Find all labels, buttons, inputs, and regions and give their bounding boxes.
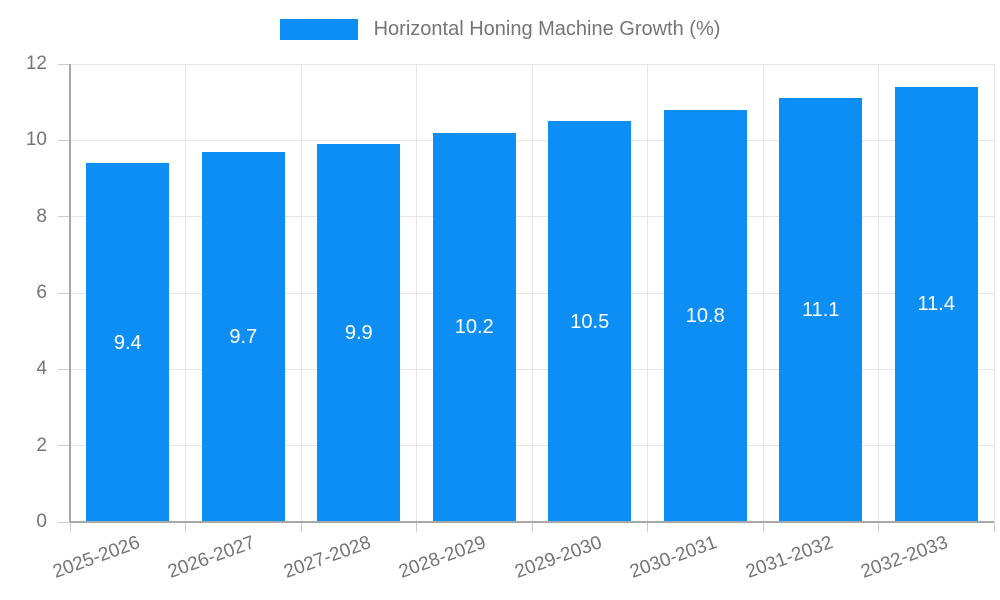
y-tick-mark <box>58 445 70 447</box>
x-gridline <box>762 64 764 522</box>
y-tick-mark <box>58 139 70 141</box>
x-gridline <box>647 64 648 522</box>
x-axis-tick-label: 2027-2028 <box>281 532 374 583</box>
y-tick-mark <box>58 63 70 65</box>
x-tick-mark <box>531 522 533 532</box>
x-gridline <box>993 64 995 522</box>
x-axis-tick-label: 2031-2032 <box>743 532 836 583</box>
y-axis-tick-label: 12 <box>25 53 47 74</box>
x-gridline <box>531 64 533 522</box>
y-axis-line <box>69 64 71 522</box>
y-axis-tick-label: 6 <box>36 282 47 303</box>
y-tick-mark <box>58 368 70 370</box>
y-axis-tick-label: 8 <box>36 205 47 227</box>
x-gridline <box>185 64 186 522</box>
bar-value-label: 10.2 <box>454 316 494 339</box>
bar-2027-2028[interactable] <box>317 144 401 521</box>
x-tick-mark <box>185 522 186 532</box>
x-axis-tick-label: 2030-2031 <box>627 532 721 583</box>
x-axis-tick-label: 2026-2027 <box>165 532 259 583</box>
x-axis-tick-label: 2032-2033 <box>858 532 952 583</box>
x-tick-mark <box>993 522 995 532</box>
y-tick-mark <box>58 292 70 294</box>
bar-value-label: 10.5 <box>570 310 610 333</box>
x-gridline <box>416 64 417 522</box>
bar-value-label: 10.8 <box>685 304 725 327</box>
y-tick-mark <box>58 216 70 218</box>
bar-value-label: 9.9 <box>344 322 373 345</box>
x-tick-mark <box>300 522 302 532</box>
y-axis-tick-label: 0 <box>36 511 47 532</box>
bar-value-label: 11.4 <box>917 293 955 316</box>
x-tick-mark <box>647 522 648 532</box>
bar-2028-2029[interactable] <box>432 132 516 521</box>
y-tick-mark <box>58 521 70 523</box>
y-axis-tick-label: 4 <box>36 358 47 380</box>
y-axis-tick-label: 10 <box>25 129 47 151</box>
bar-value-label: 9.4 <box>113 331 142 354</box>
bar-2031-2032[interactable] <box>779 98 863 521</box>
legend-label: Horizontal Honing Machine Growth (%) <box>373 18 721 40</box>
bar-2030-2031[interactable] <box>663 109 747 521</box>
x-gridline <box>300 64 302 522</box>
x-tick-mark <box>762 522 764 532</box>
x-axis-tick-label: 2029-2030 <box>512 532 605 583</box>
legend-swatch <box>279 19 358 40</box>
x-tick-mark <box>69 522 71 532</box>
bar-value-label: 9.7 <box>229 325 258 348</box>
x-axis-tick-label: 2025-2026 <box>50 532 143 583</box>
bar-2025-2026[interactable] <box>86 163 170 521</box>
x-axis-line <box>70 521 994 523</box>
x-tick-mark <box>416 522 417 532</box>
y-axis-tick-label: 2 <box>36 434 47 456</box>
bar-2026-2027[interactable] <box>201 151 285 521</box>
x-axis-tick-label: 2028-2029 <box>396 532 490 583</box>
bar-value-label: 11.1 <box>802 299 840 322</box>
x-gridline <box>878 64 879 522</box>
x-tick-mark <box>878 522 879 532</box>
bar-2029-2030[interactable] <box>548 121 632 521</box>
legend[interactable]: Horizontal Honing Machine Growth (%) <box>0 18 1000 41</box>
bar-2032-2033[interactable] <box>894 86 978 521</box>
